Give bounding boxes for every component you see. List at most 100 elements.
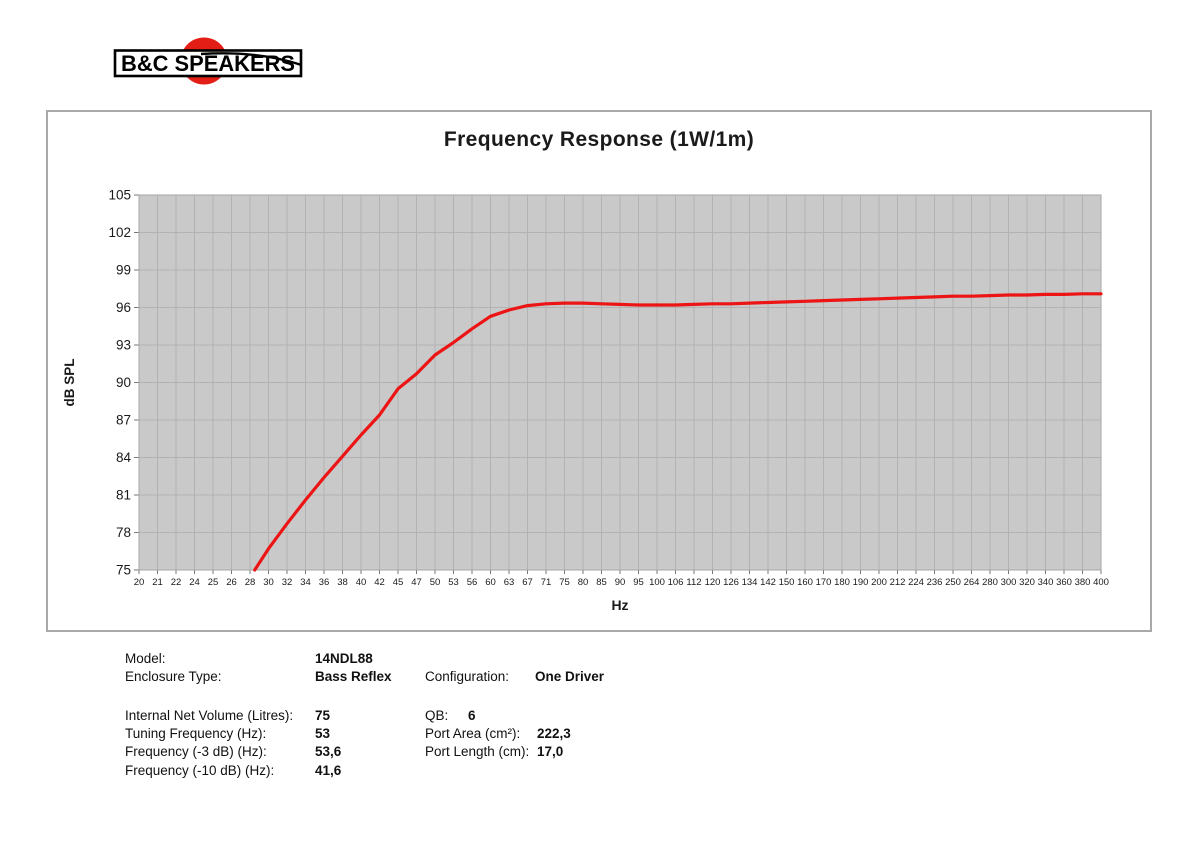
x-tick-label: 71 [541,577,552,588]
response-curve [253,292,1103,572]
x-tick-label: 264 [964,577,980,588]
chart-title: Frequency Response (1W/1m) [443,128,755,151]
y-axis-label: dB SPL [62,358,77,406]
x-tick-label: 380 [1075,577,1091,588]
x-tick-label: 40 [356,577,367,588]
x-tick-label: 28 [245,577,256,588]
x-tick-label: 400 [1093,577,1109,588]
x-tick-label: 90 [615,577,626,588]
x-tick-label: 160 [797,577,813,588]
spec-label: Port Length (cm): [425,744,530,760]
x-tick-label: 42 [374,577,385,588]
x-tick-label: 180 [834,577,850,588]
spec-value: One Driver [535,668,605,684]
y-tick-label: 102 [108,225,131,240]
spec-label: Enclosure Type: [125,668,222,684]
spec-block-port: QB: 6 Port Area (cm²): 222,3 Port Length (cm… [425,706,571,761]
logo-box [113,49,303,78]
spec-row: QB: 6 [425,706,571,724]
x-tick-label: 142 [760,577,776,588]
spec-value: 6 [468,707,476,723]
x-tick-label: 112 [686,577,701,588]
x-tick-label: 190 [853,577,869,588]
x-tick-label: 20 [134,577,145,588]
x-tick-label: 47 [411,577,422,588]
y-tick-label: 78 [116,525,131,540]
x-tick-label: 30 [263,577,274,588]
x-tick-label: 24 [189,577,200,588]
x-tick-label: 53 [448,577,459,588]
x-tick-label: 212 [890,577,906,588]
spec-label: QB: [425,707,449,723]
spec-value: 75 [315,707,331,723]
spec-value: 14NDL88 [315,650,373,666]
spec-row: Enclosure Type: Bass Reflex [125,667,392,685]
y-tick-label: 90 [116,375,131,390]
spec-label: Tuning Frequency (Hz): [125,725,267,741]
x-tick-label: 32 [282,577,293,588]
y-tick-label: 87 [116,413,131,428]
x-tick-label: 50 [430,577,441,588]
x-tick-label: 126 [723,577,739,588]
bc-speakers-logo: B&C SPEAKERS [113,37,303,85]
spec-label: Port Area (cm²): [425,725,521,741]
y-tick-label: 99 [116,263,131,278]
spec-value: 222,3 [537,725,571,741]
x-tick-label: 150 [779,577,795,588]
x-tick-label: 320 [1019,577,1035,588]
chart-frame: Frequency Response (1W/1m) 75 78 81 84 87 90 9… [46,110,1152,632]
x-tick-label: 85 [596,577,607,588]
x-tick-label: 63 [504,577,515,588]
y-tick-label: 93 [116,338,131,353]
spec-block-config: Configuration: One Driver [425,667,604,685]
spec-value: Bass Reflex [315,668,392,684]
spec-value: 53,6 [315,744,342,760]
spec-row: Internal Net Volume (Litres): 75 [125,706,341,724]
x-tick-label: 134 [742,577,758,588]
x-tick-label: 120 [705,577,721,588]
spec-row: Model: 14NDL88 [125,649,392,667]
spec-label: Configuration: [425,668,510,684]
logo-ellipse-arc-icon [200,52,302,67]
x-tick-label: 25 [208,577,219,588]
y-tick-label: 96 [116,300,131,315]
x-tick-label: 280 [982,577,998,588]
spec-label: Internal Net Volume (Litres): [125,707,294,723]
x-tick-label: 170 [816,577,832,588]
spec-row: Frequency (-3 dB) (Hz): 53,6 [125,743,341,761]
spec-row: Frequency (-10 dB) (Hz): 41,6 [125,761,341,779]
y-tick-label: 75 [116,563,131,578]
spec-row: Tuning Frequency (Hz): 53 [125,724,341,742]
spec-label: Frequency (-10 dB) (Hz): [125,762,275,778]
x-tick-label: 200 [871,577,887,588]
spec-row: Port Length (cm): 17,0 [425,743,571,761]
y-tick-label: 81 [116,488,131,503]
x-tick-label: 26 [226,577,237,588]
x-tick-label: 340 [1038,577,1054,588]
spec-row: Configuration: One Driver [425,667,604,685]
x-tick-label: 95 [633,577,644,588]
x-tick-label: 21 [152,577,163,588]
x-tick-label: 22 [171,577,182,588]
x-tick-label: 38 [337,577,348,588]
y-tick-label: 84 [116,450,132,465]
x-tick-label: 60 [485,577,496,588]
x-tick-label: 236 [927,577,943,588]
x-tick-label: 250 [945,577,961,588]
spec-block-frequencies: Internal Net Volume (Litres): 75 Tuning Fr… [125,706,341,779]
spec-label: Frequency (-3 dB) (Hz): [125,744,267,760]
spec-value: 41,6 [315,762,342,778]
x-tick-label: 56 [467,577,478,588]
spec-value: 53 [315,725,331,741]
x-tick-label: 67 [522,577,533,588]
y-tick-label: 105 [108,188,131,203]
x-tick-label: 45 [393,577,404,588]
x-tick-label: 75 [559,577,570,588]
plot-border [138,194,1102,571]
x-tick-label: 36 [319,577,330,588]
spec-row: Port Area (cm²): 222,3 [425,724,571,742]
spec-block-model: Model: 14NDL88 Enclosure Type: Bass Reflex [125,649,392,686]
x-tick-label: 360 [1056,577,1072,588]
x-tick-label: 224 [908,577,924,588]
spec-label: Model: [125,650,166,666]
